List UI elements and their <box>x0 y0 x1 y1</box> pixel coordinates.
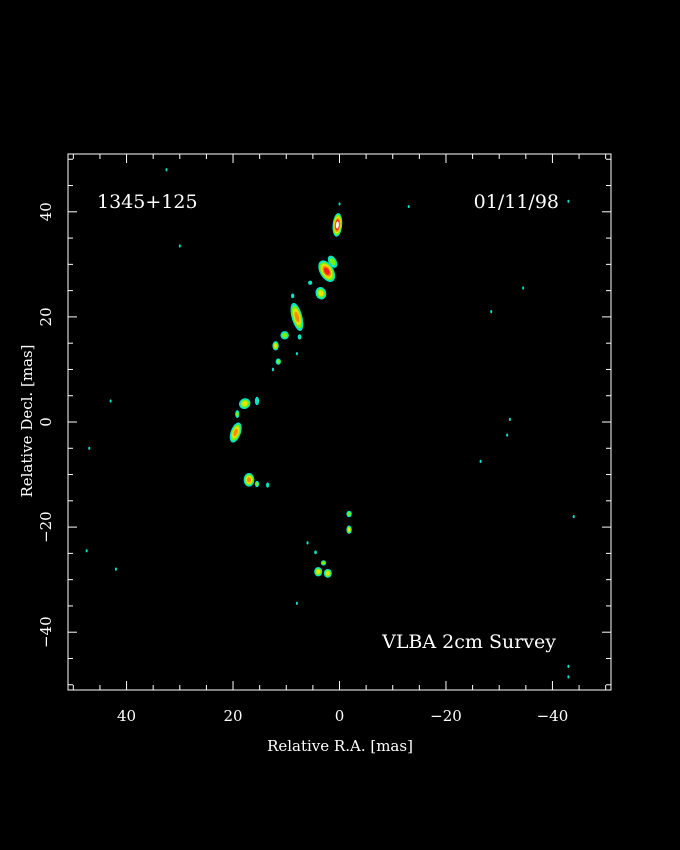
emission-component <box>229 422 242 443</box>
contour-level-3 <box>274 343 278 348</box>
noise-speckle <box>567 199 570 203</box>
contour-level-1 <box>271 367 275 372</box>
noise-speckle <box>572 514 575 519</box>
contour-level-2 <box>236 411 239 417</box>
contour-level-4 <box>233 428 238 437</box>
emission-component <box>314 550 317 555</box>
y-axis-label: Relative Decl. [mas] <box>18 344 36 497</box>
noise-speckle <box>338 202 341 206</box>
noise-speckle <box>508 417 511 421</box>
emission-component <box>320 560 327 566</box>
y-tick-label: −40 <box>37 616 55 648</box>
contour-level-1 <box>254 396 260 406</box>
emission-component <box>271 367 275 372</box>
contour-level-5 <box>323 267 330 275</box>
emission-component <box>315 287 327 300</box>
noise-speckle <box>567 664 570 668</box>
x-tick-label: 20 <box>223 707 242 725</box>
emission-component <box>254 396 260 406</box>
emission-component <box>290 302 304 331</box>
axis-ticks <box>68 154 611 690</box>
contour-level-1 <box>266 482 270 488</box>
contour-level-2 <box>276 359 280 364</box>
y-tick-label: 20 <box>37 307 55 326</box>
emission-component <box>238 398 251 409</box>
noise-speckle <box>178 244 181 248</box>
contour-level-6 <box>335 221 339 229</box>
emission-components <box>229 213 352 578</box>
noise-speckle <box>506 433 509 437</box>
contour-level-2 <box>347 512 351 516</box>
contour-level-3 <box>318 290 324 297</box>
noise-speckle <box>109 399 112 403</box>
emission-component <box>280 331 289 340</box>
x-axis-label: Relative R.A. [mas] <box>267 737 413 755</box>
noise-speckle <box>567 675 570 679</box>
x-tick-label: −40 <box>537 707 569 725</box>
emission-component <box>308 280 313 285</box>
date-label: 01/11/98 <box>474 191 559 213</box>
y-tick-label: −20 <box>37 511 55 543</box>
emission-component <box>243 472 255 487</box>
contour-level-1 <box>306 541 309 545</box>
survey-annotation: VLBA 2cm Survey <box>381 631 556 653</box>
x-tick-label: 0 <box>335 707 345 725</box>
noise-speckle <box>114 567 117 571</box>
emission-component <box>266 482 270 488</box>
contour-level-3 <box>347 527 351 532</box>
contour-level-3 <box>325 571 330 576</box>
emission-component <box>346 510 352 518</box>
emission-component <box>332 213 343 237</box>
contour-level-1 <box>297 334 302 340</box>
noise-speckle <box>522 286 525 290</box>
contour-level-4 <box>294 311 300 323</box>
noise-speckle <box>295 601 298 605</box>
emission-component <box>235 410 240 419</box>
emission-component <box>254 480 260 488</box>
noise-speckle <box>88 446 91 450</box>
emission-component <box>295 352 298 356</box>
contour-level-3 <box>242 401 248 407</box>
emission-component <box>327 255 338 268</box>
y-tick-label: 0 <box>37 417 55 427</box>
contour-level-3 <box>316 569 321 574</box>
contour-level-1 <box>291 293 295 299</box>
contour-level-2 <box>321 561 326 565</box>
noise-speckles <box>85 168 575 679</box>
noise-speckle <box>479 459 482 464</box>
contour-level-1 <box>308 280 313 285</box>
noise-speckle <box>165 168 168 172</box>
contour-level-4 <box>246 477 252 483</box>
emission-component <box>272 341 279 351</box>
emission-component <box>297 334 302 340</box>
contour-level-1 <box>295 352 298 356</box>
axis-tick-labels: 40 20 0 −20 −40 40 20 0 −20 −40 <box>37 202 568 725</box>
emission-component <box>306 541 309 545</box>
noise-speckle <box>490 310 493 314</box>
source-name-label: 1345+125 <box>97 191 198 213</box>
emission-component <box>314 567 323 577</box>
emission-component <box>275 358 281 365</box>
contour-level-2 <box>329 258 336 266</box>
emission-component <box>346 525 352 534</box>
emission-component <box>291 293 295 299</box>
contour-level-2 <box>282 332 288 338</box>
contour-level-2 <box>255 482 259 486</box>
x-tick-label: 40 <box>117 707 136 725</box>
x-tick-label: −20 <box>430 707 462 725</box>
noise-speckle <box>85 549 88 553</box>
noise-speckle <box>407 204 410 209</box>
y-tick-label: 40 <box>37 202 55 221</box>
emission-component <box>323 568 332 578</box>
contour-level-1 <box>314 550 317 555</box>
